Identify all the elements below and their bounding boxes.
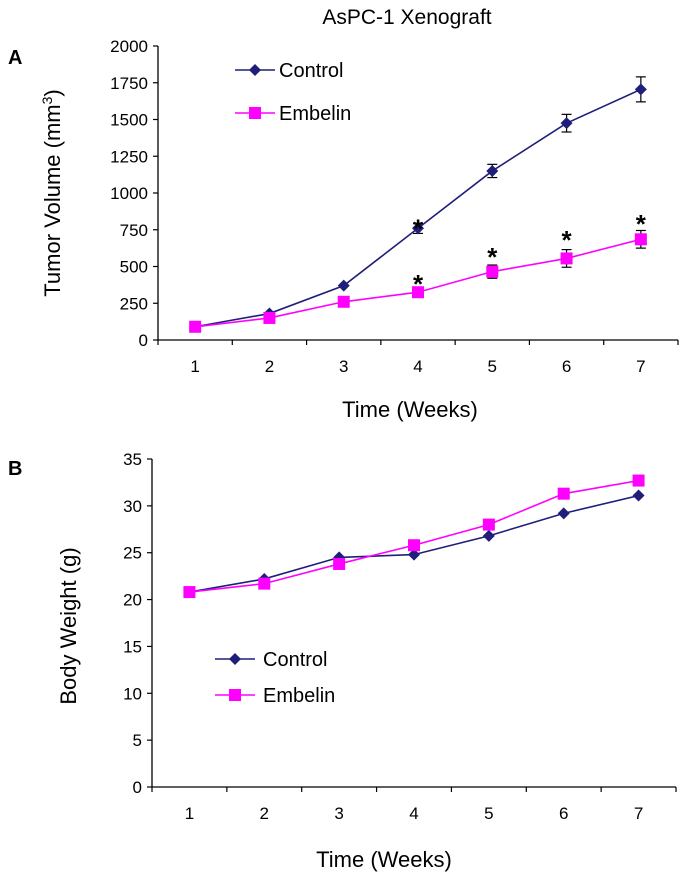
legend-a-control-label: Control: [279, 60, 343, 82]
chart-a-control-point: [412, 222, 424, 235]
chart-b-embelin-point: [258, 577, 271, 590]
chart-a-embelin-point: [337, 295, 350, 308]
chart-b-x-label: Time (Weeks): [316, 847, 452, 872]
chart-a-y-label: Tumor Volume (mm3): [39, 89, 65, 296]
chart-a-y-tick-label: 250: [120, 294, 148, 313]
chart-a-embelin-point: [189, 320, 202, 333]
chart-b-y-tick-label: 0: [133, 778, 142, 797]
chart-a-control-point: [560, 117, 573, 130]
chart-b-embelin-point: [408, 539, 420, 552]
chart-panel-a: A AsPC-1 Xenograft 025050075010001250150…: [8, 6, 679, 422]
chart-a-y-ticks: 0 250 500 750 1000 1250 1500 1750 2000: [110, 37, 158, 350]
chart-a-x-tick-label: 3: [339, 357, 348, 376]
chart-b-y-tick-label: 15: [123, 637, 142, 656]
chart-b-control-point: [632, 489, 645, 502]
chart-a-y-tick-label: 1500: [110, 111, 148, 130]
legend-b-embelin-label: Embelin: [263, 685, 335, 707]
chart-b-y-tick-label: 5: [133, 731, 142, 750]
chart-a-significance-marker: *: [413, 269, 424, 299]
legend-b-embelin-marker: [229, 689, 241, 701]
chart-a-y-tick-label: 1750: [110, 74, 148, 93]
chart-b-y-tick-label: 20: [123, 591, 142, 610]
chart-b-y-tick-label: 25: [123, 544, 142, 563]
chart-b-control-point: [408, 548, 420, 561]
chart-a-x-tick-label: 7: [636, 357, 645, 376]
chart-panel-b: B 0 5 10 15 20 25 30 35 1 2 3 4 5 6 7 Control Embelin…: [8, 450, 677, 872]
chart-a-legend: Control Embelin: [235, 60, 351, 125]
chart-a-x-label: Time (Weeks): [342, 397, 478, 422]
chart-a-embelin-point: [486, 265, 499, 278]
chart-b-control-point: [557, 507, 570, 520]
chart-b-embelin-point: [557, 487, 570, 500]
legend-a-control-marker: [249, 64, 261, 76]
legend-a-embelin-label: Embelin: [279, 103, 351, 125]
chart-a-x-tick-label: 5: [488, 357, 497, 376]
chart-a-x-tick-label: 1: [190, 357, 199, 376]
chart-b-embelin-point: [333, 557, 346, 570]
chart-b-y-label: Body Weight (g): [56, 547, 81, 704]
chart-a-plot-area: * * * * *: [189, 76, 647, 333]
chart-b-control-point: [482, 529, 495, 542]
chart-a-control-point: [486, 164, 499, 177]
chart-a-x-tick-label: 4: [413, 357, 422, 376]
chart-b-x-tick-label: 2: [260, 804, 269, 823]
chart-a-y-label-superscript: 3: [39, 96, 55, 104]
chart-a-control-point: [337, 279, 350, 292]
legend-a-embelin-marker: [249, 107, 261, 119]
chart-a-x-tick-label: 2: [265, 357, 274, 376]
chart-b-x-tick-label: 3: [334, 804, 343, 823]
chart-a-embelin-point: [412, 286, 424, 299]
chart-b-y-tick-label: 35: [123, 450, 142, 469]
chart-a-x-tick-label: 6: [562, 357, 571, 376]
chart-a-y-tick-label: 0: [139, 331, 148, 350]
chart-b-x-tick-label: 4: [409, 804, 418, 823]
chart-a-title: AsPC-1 Xenograft: [322, 6, 491, 29]
chart-b-x-tick-label: 5: [484, 804, 493, 823]
chart-a-embelin-point: [560, 252, 573, 265]
chart-b-plot-area: [183, 474, 645, 599]
chart-a-significance-marker: *: [413, 213, 424, 243]
chart-b-x-ticks: 1 2 3 4 5 6 7: [151, 787, 677, 823]
legend-b-control-label: Control: [263, 649, 327, 671]
chart-b-y-tick-label: 30: [123, 497, 142, 516]
chart-a-significance-marker: *: [487, 242, 498, 272]
chart-a-y-tick-label: 750: [120, 221, 148, 240]
panel-label-a: A: [8, 47, 22, 69]
chart-b-legend: Control Embelin: [215, 649, 335, 707]
chart-b-x-tick-label: 6: [559, 804, 568, 823]
legend-b-control-marker: [229, 653, 241, 665]
chart-b-embelin-line: [189, 479, 639, 593]
chart-b-y-ticks: 0 5 10 15 20 25 30 35: [123, 450, 152, 797]
chart-a-y-tick-label: 2000: [110, 37, 148, 56]
chart-b-x-tick-label: 1: [185, 804, 194, 823]
chart-a-y-tick-label: 1250: [110, 147, 148, 166]
chart-b-embelin-point: [632, 474, 645, 487]
chart-a-significance-marker: *: [562, 225, 573, 255]
chart-b-y-tick-label: 10: [123, 684, 142, 703]
chart-a-y-tick-label: 500: [120, 258, 148, 277]
chart-a-y-tick-label: 1000: [110, 184, 148, 203]
chart-a-significance-marker: *: [636, 209, 647, 239]
chart-a-embelin-point: [263, 311, 276, 324]
chart-b-embelin-point: [482, 518, 495, 531]
chart-b-x-tick-label: 7: [634, 804, 643, 823]
chart-a-control-point: [634, 83, 647, 96]
chart-a-embelin-point: [634, 233, 647, 246]
chart-b-embelin-point: [183, 586, 196, 599]
chart-a-y-label-close: ): [40, 89, 65, 96]
panel-label-b: B: [8, 458, 22, 480]
chart-a-x-ticks: 1 2 3 4 5 6 7: [157, 340, 679, 376]
